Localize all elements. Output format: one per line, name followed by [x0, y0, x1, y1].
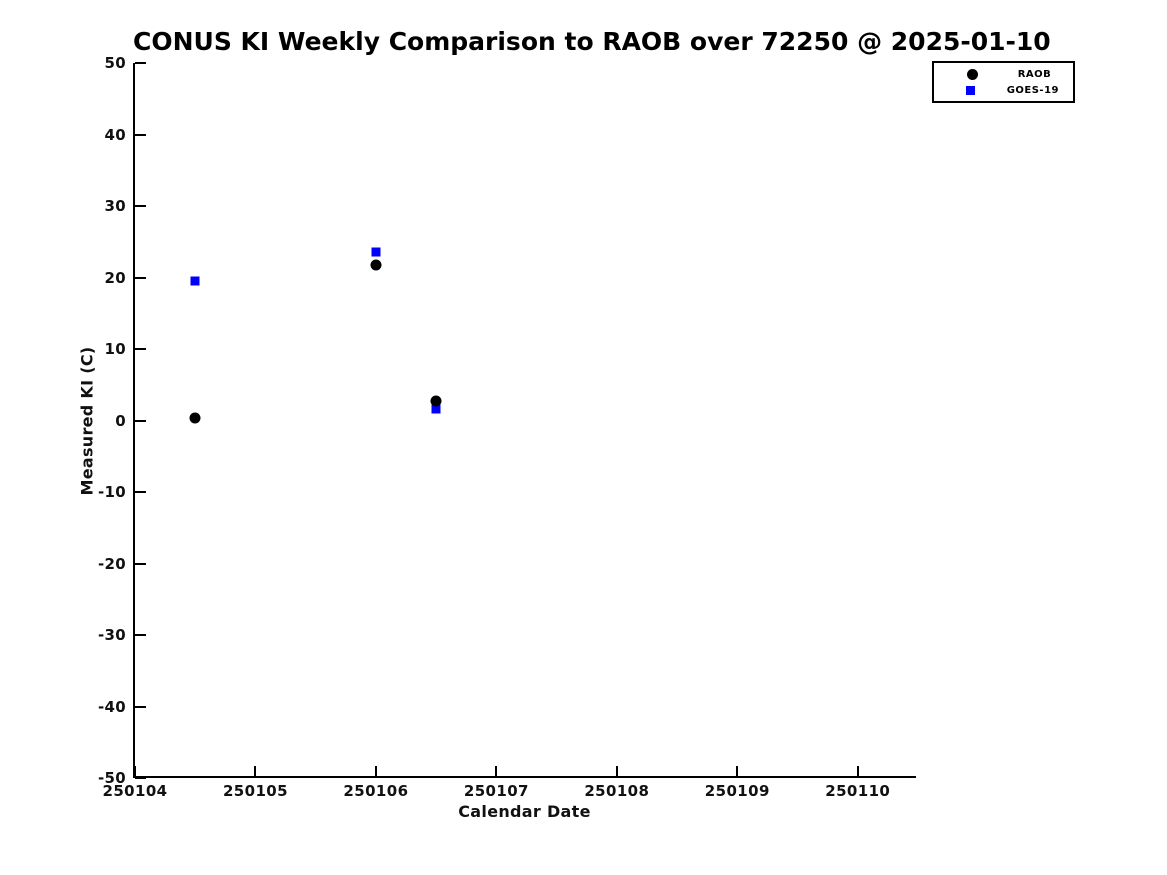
legend-label-raob: RAOB — [1017, 68, 1052, 80]
x-tick-label: 250109 — [704, 782, 770, 800]
y-tick-label: -20 — [98, 554, 126, 573]
y-tick-label: 50 — [104, 54, 126, 72]
data-point-goes-19 — [371, 247, 381, 257]
data-point-raob — [370, 259, 382, 271]
y-tick-label: 0 — [115, 411, 126, 430]
y-axis-tick — [135, 705, 146, 708]
y-tick-label: 20 — [104, 268, 126, 287]
y-axis-tick — [135, 419, 146, 422]
x-tick-label: 250104 — [102, 782, 168, 800]
y-tick-label: -40 — [98, 697, 126, 716]
x-axis-tick — [134, 766, 136, 776]
x-axis-tick — [495, 766, 498, 776]
y-axis-tick — [135, 276, 146, 279]
data-point-goes-19 — [190, 276, 200, 286]
data-point-raob — [189, 412, 201, 424]
x-axis-tick — [856, 766, 859, 776]
circle-marker-icon — [966, 68, 978, 80]
square-marker-icon — [965, 85, 975, 95]
data-point-goes-19 — [431, 404, 441, 414]
legend-row-raob: RAOB — [934, 66, 1073, 82]
y-axis-tick — [135, 562, 146, 565]
y-axis-tick — [135, 491, 146, 493]
x-axis-tick — [254, 766, 257, 776]
y-axis-tick — [135, 348, 146, 350]
y-axis-tick — [135, 634, 146, 636]
y-axis-tick — [135, 133, 146, 136]
chart-title: CONUS KI Weekly Comparison to RAOB over … — [133, 27, 1051, 56]
x-tick-label: 250108 — [584, 782, 650, 800]
y-axis-tick — [135, 205, 146, 207]
x-axis-label: Calendar Date — [458, 802, 591, 821]
x-axis-tick — [374, 766, 377, 776]
x-tick-label: 250107 — [463, 782, 529, 800]
y-tick-label: -50 — [98, 769, 126, 787]
y-axis-label: Measured KI (C) — [77, 346, 97, 496]
y-tick-label: -10 — [98, 483, 126, 501]
x-axis-tick — [615, 766, 618, 776]
x-tick-label: 250110 — [825, 782, 891, 800]
x-axis-tick — [736, 766, 739, 776]
legend-marker-cell — [934, 85, 1007, 95]
y-tick-label: 10 — [104, 340, 126, 358]
y-tick-label: -30 — [98, 626, 126, 644]
y-axis-tick — [135, 62, 146, 64]
x-tick-label: 250105 — [222, 782, 288, 800]
y-tick-label: 40 — [104, 125, 126, 144]
legend-label-goes19: GOES-19 — [1006, 84, 1059, 96]
legend-marker-cell — [934, 68, 1010, 80]
y-axis-tick — [135, 777, 146, 779]
data-point-raob — [430, 395, 442, 407]
x-tick-label: 250106 — [343, 782, 409, 800]
legend-row-goes19: GOES-19 — [934, 82, 1073, 98]
legend: RAOB GOES-19 — [932, 61, 1075, 103]
y-tick-label: 30 — [104, 197, 126, 215]
plot-area: -50 -40 -30 -20 -10 0 10 20 30 40 50 250104 250105 25… — [98, 54, 916, 800]
